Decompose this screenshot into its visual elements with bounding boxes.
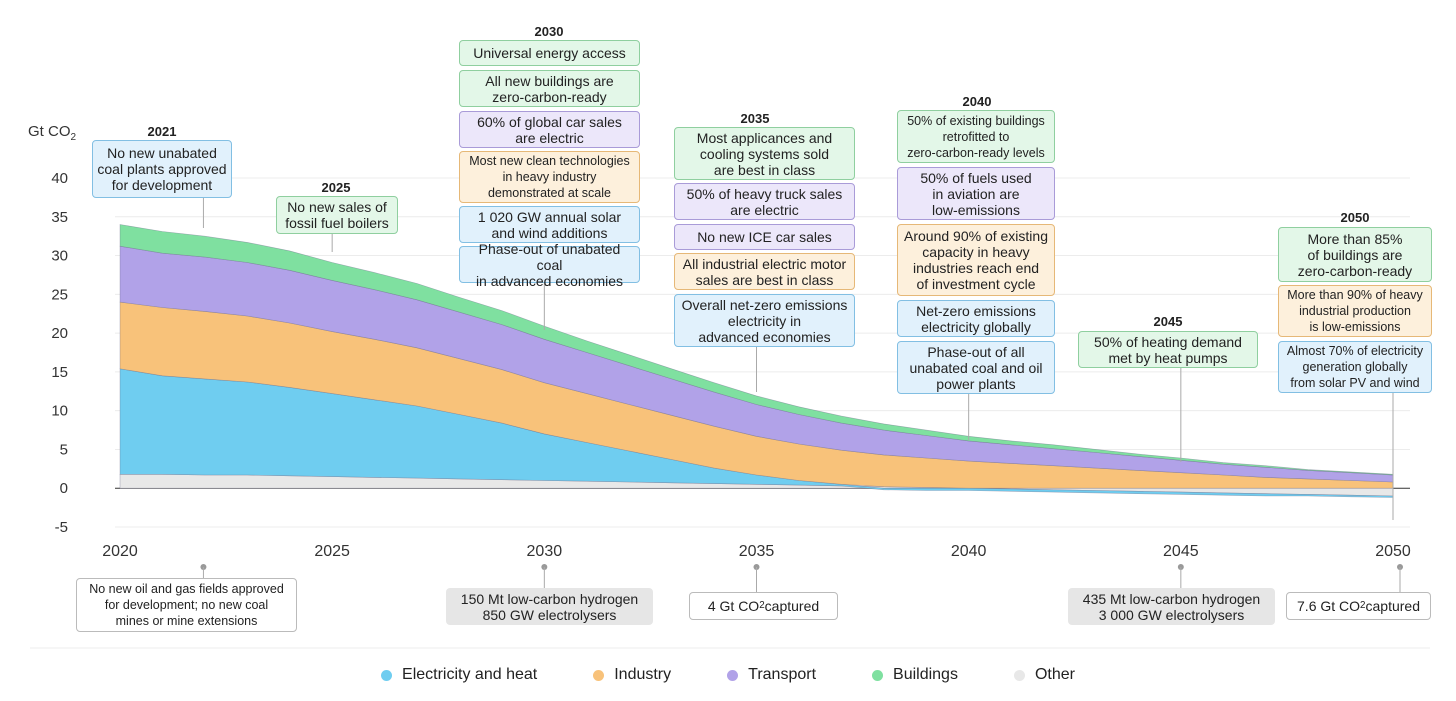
y-tick-labels: 40 35 30 25 20 15 10 5 0 -5 [51,170,68,536]
legend-item-industry: Industry [593,666,671,684]
milestone-2030-buildings: All new buildings are zero-carbon-ready [459,70,640,107]
x-tick-2035: 2035 [739,543,775,560]
milestone-2040-heavy-industry: Around 90% of existing capacity in heavy… [897,224,1055,296]
year-label-2030: 2030 [534,24,564,39]
bottom-2050-post: captured [1365,598,1420,614]
legend-item-buildings: Buildings [872,666,958,684]
leader-lines [200,198,1403,592]
y-tick-25: 25 [51,286,68,303]
legend-item-electricity: Electricity and heat [381,666,537,684]
bottom-milestone-2030-hydrogen: 150 Mt low-carbon hydrogen 850 GW electr… [446,588,653,625]
y-tick-10: 10 [51,403,68,420]
milestone-2030-car-sales: 60% of global car sales are electric [459,111,640,148]
legend-label: Electricity and heat [402,666,538,683]
x-tick-2030: 2030 [527,543,563,560]
bottom-milestone-2035-ccs: 4 Gt CO 2 captured [689,592,838,620]
y-tick-35: 35 [51,209,68,226]
legend-dot [381,669,393,681]
milestone-2035-net-zero-electricity: Overall net-zero emissions electricity i… [674,294,855,347]
x-tick-2025: 2025 [314,543,350,560]
x-tick-2050: 2050 [1375,543,1411,560]
bottom-2035-post: captured [764,598,820,614]
year-label-2021: 2021 [147,124,177,139]
legend-label: Other [1034,666,1075,683]
milestone-2030-coal-phaseout: Phase-out of unabated coal in advanced e… [459,241,640,289]
milestone-2030-energy-access: Universal energy access [459,40,640,66]
milestone-2040-aviation-fuels: 50% of fuels used in aviation are low-em… [897,167,1055,220]
bottom-milestone-2045-hydrogen: 435 Mt low-carbon hydrogen 3 000 GW elec… [1068,588,1275,625]
x-tick-labels: 2020 2025 2030 2035 2040 2045 2050 [102,543,1411,560]
legend-label: Buildings [893,666,958,683]
milestone-2021-coal-plants: No new unabated coal plants approved for… [92,140,232,198]
y-tick-20: 20 [51,325,68,342]
milestone-2045-heat-pumps: 50% of heating demand met by heat pumps [1078,331,1258,368]
stacked-areas [119,224,1394,498]
legend-dot [593,669,605,681]
milestone-2040-net-zero-electricity: Net-zero emissions electricity globally [897,300,1055,337]
x-tick-2040: 2040 [951,543,987,560]
legend-dot [727,669,739,681]
milestone-2035-ice-cars: No new ICE car sales [674,224,855,250]
bottom-2050-pre: 7.6 Gt CO [1297,598,1361,614]
x-tick-2020: 2020 [102,543,138,560]
milestone-2040-coal-oil-phaseout: Phase-out of all unabated coal and oil p… [897,341,1055,394]
legend-dot [872,669,884,681]
bottom-2035-pre: 4 Gt CO [707,598,760,614]
milestone-2050-heavy-industry: More than 90% of heavy industrial produc… [1278,285,1432,337]
year-label-2050: 2050 [1340,210,1370,225]
y-tick-5: 5 [60,441,68,458]
year-label-2045: 2045 [1153,314,1183,329]
y-tick-15: 15 [51,364,68,381]
milestone-2040-retrofit: 50% of existing buildings retrofitted to… [897,110,1055,163]
milestone-2030-clean-tech: Most new clean technologies in heavy ind… [459,151,640,203]
legend-label: Industry [614,666,672,683]
legend: Electricity and heat Industry Transport … [0,666,1456,684]
milestone-2030-solar-wind: 1 020 GW annual solar and wind additions [459,206,640,243]
y-tick-30: 30 [51,248,68,265]
bottom-milestone-2050-ccs: 7.6 Gt CO 2 captured [1286,592,1431,620]
year-label-2035: 2035 [740,111,770,126]
year-label-2040: 2040 [962,94,992,109]
legend-dot [1013,669,1025,681]
milestone-2050-solar-wind: Almost 70% of electricity generation glo… [1278,341,1432,393]
legend-item-other: Other [1013,666,1075,684]
year-label-2025: 2025 [321,180,351,195]
milestone-2035-truck-sales: 50% of heavy truck sales are electric [674,183,855,220]
legend-label: Transport [748,666,817,683]
y-tick--5: -5 [55,519,68,536]
milestone-2050-buildings: More than 85% of buildings are zero-carb… [1278,227,1432,282]
milestone-2025-boilers: No new sales of fossil fuel boilers [276,196,398,234]
y-tick-0: 0 [60,480,68,497]
legend-item-transport: Transport [727,666,816,684]
milestone-2035-electric-motors: All industrial electric motor sales are … [674,253,855,290]
y-axis-label: Gt CO2 [28,123,77,143]
bottom-milestone-2021-oil-gas: No new oil and gas fields approved for d… [76,578,297,632]
bottom-2035-sub: 2 [759,600,765,611]
bottom-2050-sub: 2 [1360,600,1366,611]
milestone-2035-appliances: Most applicances and cooling systems sol… [674,127,855,180]
x-tick-2045: 2045 [1163,543,1199,560]
y-tick-40: 40 [51,170,68,187]
